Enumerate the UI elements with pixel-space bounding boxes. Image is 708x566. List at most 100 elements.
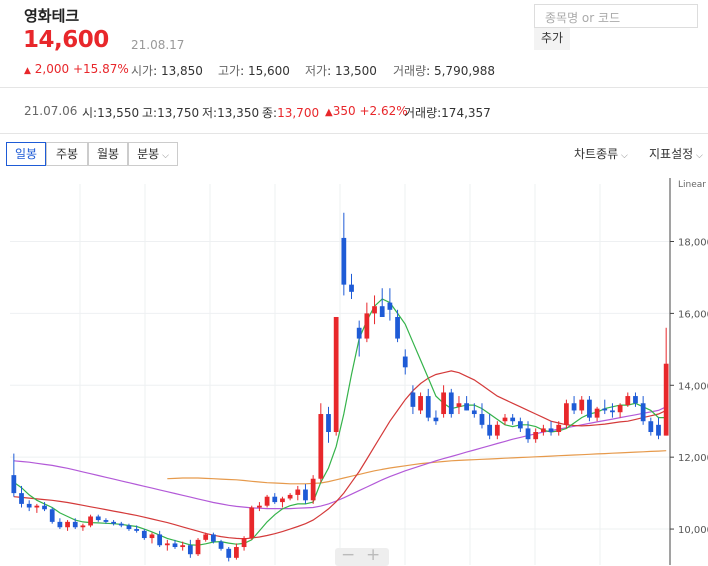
candle-body	[234, 547, 239, 558]
candle-body	[364, 313, 370, 339]
tab-minute[interactable]: 분봉 ⌵	[128, 142, 178, 166]
tab-daily[interactable]: 일봉	[6, 142, 46, 166]
hover-volume-value: 174,357	[441, 106, 491, 120]
zoom-in-button[interactable]: +	[366, 545, 381, 565]
change-amount: 2,000	[34, 62, 70, 76]
candle	[571, 396, 577, 415]
chart-type-label: 차트종류	[574, 147, 619, 161]
candle-body	[479, 414, 485, 425]
indicator-settings-label: 지표설정	[649, 147, 694, 161]
chart-canvas[interactable]: Linear 10,000 12,000 14,000 16,000 18,000	[0, 178, 708, 565]
candle	[95, 514, 101, 522]
hover-date: 21.07.06	[24, 104, 78, 118]
indicator-settings-button[interactable]: 지표설정 ⌵	[649, 145, 703, 162]
candle	[141, 529, 147, 540]
candle-body	[72, 521, 78, 528]
candle	[587, 396, 592, 422]
candle	[303, 484, 308, 504]
search-input[interactable]: 종목명 or 코드	[534, 4, 698, 28]
zoom-out-button[interactable]: −	[341, 545, 356, 565]
candle	[126, 523, 132, 531]
candle	[663, 327, 669, 436]
candle	[502, 414, 508, 425]
candle-body	[633, 396, 638, 404]
candle-body	[494, 424, 500, 436]
candle-body	[617, 405, 623, 413]
candle	[34, 503, 40, 513]
stock-name: 영화테크	[24, 7, 80, 25]
candle-body	[487, 424, 493, 436]
candle	[487, 414, 493, 440]
hover-change-amount: 350	[332, 104, 356, 118]
low-info: 저가: 13,500	[305, 64, 377, 78]
y-tick-label: 18,000	[678, 238, 708, 249]
candle	[456, 396, 462, 415]
candle	[333, 316, 339, 436]
candle	[349, 273, 354, 300]
candle	[49, 507, 55, 524]
candle	[564, 399, 569, 429]
candle	[111, 520, 116, 526]
candle-body	[448, 392, 454, 415]
ma20-line	[13, 370, 667, 540]
candle-body	[210, 534, 216, 542]
y-tick-label: 12,000	[678, 453, 708, 464]
candle	[640, 396, 646, 425]
candle	[26, 500, 32, 512]
candle-body	[441, 392, 446, 415]
candle-body	[126, 525, 132, 530]
candle-body	[656, 424, 661, 436]
candle	[464, 396, 470, 411]
candle	[264, 494, 270, 508]
candle-body	[349, 284, 354, 292]
low-label: 저가	[305, 64, 328, 78]
candle-body	[172, 543, 178, 548]
tab-weekly[interactable]: 주봉	[46, 142, 88, 166]
candlestick-chart[interactable]: Linear 10,000 12,000 14,000 16,000 18,000	[0, 178, 708, 565]
candle	[548, 421, 554, 436]
candle	[57, 518, 63, 530]
hover-close-label: 종	[262, 106, 274, 120]
candle-body	[372, 306, 377, 314]
hover-up-arrow-icon: ▲	[325, 107, 333, 118]
chart-toolbar: 일봉 주봉 월봉 분봉 ⌵ 차트종류 ⌵ 지표설정 ⌵	[0, 140, 708, 170]
candle	[318, 403, 324, 483]
candle	[356, 320, 362, 357]
candle-body	[157, 534, 163, 546]
candle-body	[471, 410, 477, 415]
candle-body	[510, 417, 516, 422]
candle	[157, 530, 163, 548]
y-tick-label: 14,000	[678, 381, 708, 392]
candle-body	[402, 356, 408, 368]
candle	[134, 525, 140, 533]
chevron-down-icon: ⌵	[693, 151, 703, 161]
candle-body	[103, 520, 109, 522]
candle	[479, 403, 485, 429]
candle-body	[295, 489, 301, 495]
candle	[149, 532, 155, 544]
zoom-control: − +	[335, 545, 389, 566]
candle	[310, 475, 316, 504]
candle-body	[19, 493, 24, 504]
candle-body	[571, 403, 577, 411]
candle-body	[287, 494, 293, 499]
candle-body	[610, 410, 615, 413]
candle	[287, 493, 293, 501]
candle-body	[241, 538, 247, 548]
volume-value: 5,790,988	[433, 64, 496, 78]
candle	[471, 403, 477, 418]
candle-body	[249, 507, 255, 539]
candle-body	[164, 543, 170, 546]
tab-monthly[interactable]: 월봉	[88, 142, 128, 166]
candle	[19, 485, 24, 508]
candle-body	[65, 521, 70, 528]
candle-body	[80, 525, 86, 528]
candle-body	[648, 421, 654, 433]
candle-body	[141, 530, 147, 539]
candle-body	[264, 496, 270, 506]
add-button[interactable]: 추가	[534, 28, 570, 50]
candle-body	[425, 396, 431, 418]
chart-type-button[interactable]: 차트종류 ⌵	[574, 145, 628, 162]
candle	[656, 417, 661, 440]
candle	[402, 349, 408, 375]
